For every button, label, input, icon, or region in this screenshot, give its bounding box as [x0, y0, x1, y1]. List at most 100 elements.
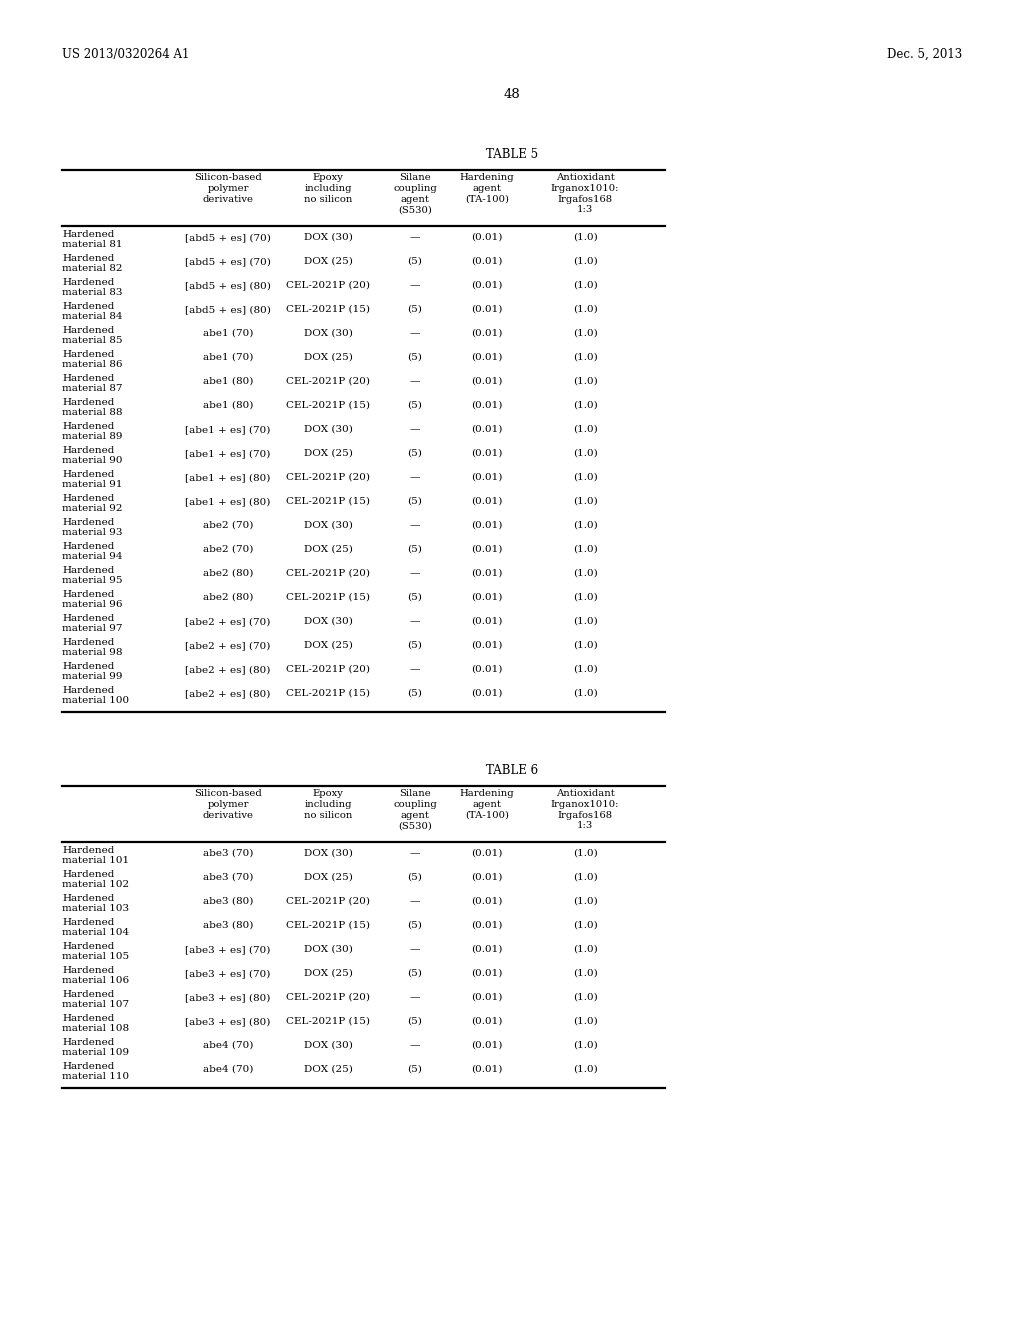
Text: CEL-2021P (15): CEL-2021P (15) — [286, 921, 370, 931]
Text: (0.01): (0.01) — [471, 921, 503, 931]
Text: (5): (5) — [408, 921, 423, 931]
Text: Hardened: Hardened — [62, 470, 115, 479]
Text: DOX (25): DOX (25) — [303, 1065, 352, 1074]
Text: abe1 (80): abe1 (80) — [203, 401, 253, 411]
Text: Hardened: Hardened — [62, 942, 115, 950]
Text: (1.0): (1.0) — [572, 1016, 597, 1026]
Text: [abe3 + es] (80): [abe3 + es] (80) — [185, 993, 270, 1002]
Text: Hardened: Hardened — [62, 326, 115, 335]
Text: [abe2 + es] (70): [abe2 + es] (70) — [185, 642, 270, 649]
Text: (1.0): (1.0) — [572, 665, 597, 675]
Text: Hardened: Hardened — [62, 686, 115, 696]
Text: [abe1 + es] (80): [abe1 + es] (80) — [185, 473, 270, 482]
Text: material 110: material 110 — [62, 1072, 129, 1081]
Text: CEL-2021P (20): CEL-2021P (20) — [286, 665, 370, 675]
Text: (1.0): (1.0) — [572, 378, 597, 385]
Text: abe1 (80): abe1 (80) — [203, 378, 253, 385]
Text: —: — — [410, 378, 420, 385]
Text: (0.01): (0.01) — [471, 1065, 503, 1074]
Text: (0.01): (0.01) — [471, 449, 503, 458]
Text: (5): (5) — [408, 305, 423, 314]
Text: material 89: material 89 — [62, 432, 123, 441]
Text: Hardened: Hardened — [62, 894, 115, 903]
Text: material 96: material 96 — [62, 601, 123, 609]
Text: Hardened: Hardened — [62, 966, 115, 975]
Text: —: — — [410, 281, 420, 290]
Text: (1.0): (1.0) — [572, 473, 597, 482]
Text: (1.0): (1.0) — [572, 1041, 597, 1049]
Text: DOX (30): DOX (30) — [303, 1041, 352, 1049]
Text: material 98: material 98 — [62, 648, 123, 657]
Text: Hardening
agent
(TA-100): Hardening agent (TA-100) — [460, 789, 514, 820]
Text: —: — — [410, 616, 420, 626]
Text: (1.0): (1.0) — [572, 898, 597, 906]
Text: [abe2 + es] (80): [abe2 + es] (80) — [185, 665, 270, 675]
Text: [abe1 + es] (70): [abe1 + es] (70) — [185, 425, 270, 434]
Text: [abe3 + es] (70): [abe3 + es] (70) — [185, 945, 270, 954]
Text: (0.01): (0.01) — [471, 521, 503, 531]
Text: (0.01): (0.01) — [471, 665, 503, 675]
Text: (0.01): (0.01) — [471, 352, 503, 362]
Text: material 92: material 92 — [62, 504, 123, 513]
Text: CEL-2021P (20): CEL-2021P (20) — [286, 281, 370, 290]
Text: (1.0): (1.0) — [572, 545, 597, 554]
Text: (0.01): (0.01) — [471, 873, 503, 882]
Text: (5): (5) — [408, 449, 423, 458]
Text: material 95: material 95 — [62, 576, 123, 585]
Text: material 90: material 90 — [62, 455, 123, 465]
Text: material 99: material 99 — [62, 672, 123, 681]
Text: Hardening
agent
(TA-100): Hardening agent (TA-100) — [460, 173, 514, 203]
Text: (1.0): (1.0) — [572, 498, 597, 506]
Text: (1.0): (1.0) — [572, 234, 597, 242]
Text: (1.0): (1.0) — [572, 352, 597, 362]
Text: Hardened: Hardened — [62, 566, 115, 576]
Text: CEL-2021P (15): CEL-2021P (15) — [286, 593, 370, 602]
Text: (5): (5) — [408, 498, 423, 506]
Text: DOX (25): DOX (25) — [303, 969, 352, 978]
Text: Hardened: Hardened — [62, 663, 115, 671]
Text: material 103: material 103 — [62, 904, 129, 913]
Text: Silane
coupling
agent
(S530): Silane coupling agent (S530) — [393, 789, 437, 830]
Text: material 83: material 83 — [62, 288, 123, 297]
Text: material 97: material 97 — [62, 624, 123, 634]
Text: (1.0): (1.0) — [572, 401, 597, 411]
Text: CEL-2021P (20): CEL-2021P (20) — [286, 569, 370, 578]
Text: (0.01): (0.01) — [471, 401, 503, 411]
Text: abe3 (70): abe3 (70) — [203, 849, 253, 858]
Text: material 93: material 93 — [62, 528, 123, 537]
Text: [abd5 + es] (70): [abd5 + es] (70) — [185, 257, 271, 267]
Text: Epoxy
including
no silicon: Epoxy including no silicon — [304, 173, 352, 203]
Text: (5): (5) — [408, 873, 423, 882]
Text: [abe2 + es] (70): [abe2 + es] (70) — [185, 616, 270, 626]
Text: (0.01): (0.01) — [471, 616, 503, 626]
Text: CEL-2021P (15): CEL-2021P (15) — [286, 401, 370, 411]
Text: Silane
coupling
agent
(S530): Silane coupling agent (S530) — [393, 173, 437, 214]
Text: (1.0): (1.0) — [572, 593, 597, 602]
Text: material 91: material 91 — [62, 480, 123, 488]
Text: Hardened: Hardened — [62, 638, 115, 647]
Text: CEL-2021P (20): CEL-2021P (20) — [286, 898, 370, 906]
Text: (5): (5) — [408, 593, 423, 602]
Text: material 105: material 105 — [62, 952, 129, 961]
Text: material 88: material 88 — [62, 408, 123, 417]
Text: (1.0): (1.0) — [572, 305, 597, 314]
Text: (5): (5) — [408, 1016, 423, 1026]
Text: (1.0): (1.0) — [572, 873, 597, 882]
Text: material 102: material 102 — [62, 880, 129, 888]
Text: —: — — [410, 665, 420, 675]
Text: —: — — [410, 234, 420, 242]
Text: (0.01): (0.01) — [471, 898, 503, 906]
Text: material 109: material 109 — [62, 1048, 129, 1057]
Text: Silicon-based
polymer
derivative: Silicon-based polymer derivative — [195, 173, 262, 203]
Text: —: — — [410, 425, 420, 434]
Text: (0.01): (0.01) — [471, 945, 503, 954]
Text: DOX (30): DOX (30) — [303, 616, 352, 626]
Text: Hardened: Hardened — [62, 446, 115, 455]
Text: (1.0): (1.0) — [572, 569, 597, 578]
Text: [abe1 + es] (70): [abe1 + es] (70) — [185, 449, 270, 458]
Text: Hardened: Hardened — [62, 374, 115, 383]
Text: [abe3 + es] (80): [abe3 + es] (80) — [185, 1016, 270, 1026]
Text: (1.0): (1.0) — [572, 257, 597, 267]
Text: (1.0): (1.0) — [572, 616, 597, 626]
Text: abe4 (70): abe4 (70) — [203, 1041, 253, 1049]
